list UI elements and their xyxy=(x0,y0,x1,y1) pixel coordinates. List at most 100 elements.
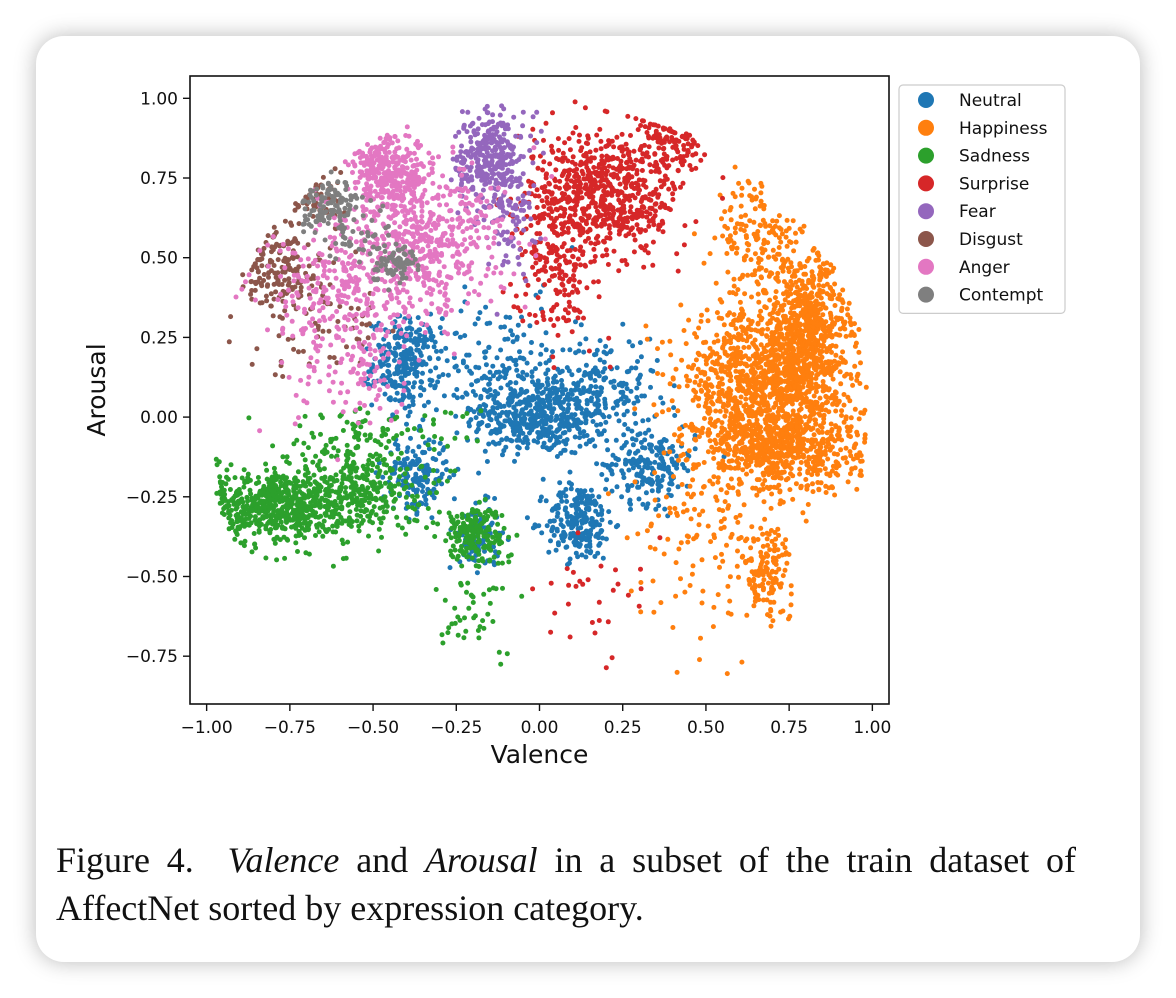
data-point xyxy=(764,342,770,348)
data-point xyxy=(746,413,752,419)
data-point xyxy=(761,379,767,385)
data-point xyxy=(719,367,725,373)
data-point xyxy=(266,493,272,499)
series-neutral xyxy=(362,245,727,576)
data-point xyxy=(660,409,665,415)
data-point xyxy=(752,186,757,192)
data-point xyxy=(554,528,560,534)
data-point xyxy=(543,330,549,336)
data-point xyxy=(738,214,744,220)
data-point xyxy=(701,260,707,266)
data-point xyxy=(624,386,630,392)
data-point xyxy=(284,536,290,542)
data-point xyxy=(732,395,738,401)
data-point xyxy=(626,467,632,473)
data-point xyxy=(482,355,488,361)
data-point xyxy=(676,546,682,552)
data-point xyxy=(515,451,521,457)
data-point xyxy=(560,347,566,353)
data-point xyxy=(653,506,659,512)
data-point xyxy=(754,462,759,468)
data-point xyxy=(392,324,398,330)
data-point xyxy=(784,384,790,390)
data-point xyxy=(573,401,579,407)
data-point xyxy=(734,563,740,569)
data-point xyxy=(832,397,838,403)
data-point xyxy=(622,422,628,427)
data-point xyxy=(598,504,604,509)
data-point xyxy=(476,340,482,346)
data-point xyxy=(583,554,589,560)
data-point xyxy=(713,280,719,286)
data-point xyxy=(245,498,251,504)
data-point xyxy=(790,348,796,354)
data-point xyxy=(826,436,832,442)
data-point xyxy=(691,362,697,368)
data-point xyxy=(637,372,643,378)
data-point xyxy=(813,417,818,423)
data-point xyxy=(762,516,768,522)
data-point xyxy=(628,506,633,512)
data-point xyxy=(825,429,831,435)
data-point xyxy=(817,364,823,370)
data-point xyxy=(490,363,496,369)
data-point xyxy=(274,557,280,563)
data-point xyxy=(507,315,513,320)
data-point xyxy=(773,562,779,567)
data-point xyxy=(690,563,696,569)
data-point xyxy=(758,370,764,376)
data-point xyxy=(626,368,632,374)
data-point xyxy=(213,456,219,462)
data-point xyxy=(536,421,542,427)
data-point xyxy=(440,447,446,453)
data-point xyxy=(801,328,807,334)
data-point xyxy=(857,450,863,456)
data-point xyxy=(417,327,423,333)
data-point xyxy=(734,221,740,227)
data-point xyxy=(257,517,263,523)
data-point xyxy=(793,455,799,461)
data-point xyxy=(857,381,863,386)
data-point xyxy=(775,473,781,479)
data-point xyxy=(598,421,604,427)
data-point xyxy=(856,349,862,355)
data-point xyxy=(581,385,587,391)
data-point xyxy=(737,299,743,305)
data-point xyxy=(652,497,658,503)
data-point xyxy=(798,406,804,412)
data-point xyxy=(610,405,616,411)
data-point xyxy=(596,408,602,414)
data-point xyxy=(634,385,640,391)
data-point xyxy=(774,218,780,224)
data-point xyxy=(420,417,426,423)
data-point xyxy=(437,325,443,331)
data-point xyxy=(470,389,476,394)
data-point xyxy=(813,257,819,263)
data-point xyxy=(703,400,709,406)
data-point xyxy=(229,518,235,524)
data-point xyxy=(573,350,579,356)
data-point xyxy=(235,513,241,519)
data-point xyxy=(432,383,438,389)
data-point xyxy=(736,374,742,380)
data-point xyxy=(719,461,725,467)
data-point xyxy=(804,483,810,489)
data-point xyxy=(781,461,787,467)
data-point xyxy=(714,310,720,316)
data-point xyxy=(678,576,683,582)
data-point xyxy=(749,585,755,591)
data-point xyxy=(822,370,828,376)
data-point xyxy=(569,525,575,531)
data-point xyxy=(774,460,780,466)
data-point xyxy=(758,274,764,280)
data-point xyxy=(473,392,478,398)
data-point xyxy=(718,519,724,524)
data-point xyxy=(577,435,582,441)
data-point xyxy=(774,485,780,491)
data-point xyxy=(639,474,645,480)
data-point xyxy=(753,485,759,491)
data-point xyxy=(687,424,693,430)
data-point xyxy=(438,348,444,354)
data-point xyxy=(774,465,780,471)
data-point xyxy=(692,331,698,337)
